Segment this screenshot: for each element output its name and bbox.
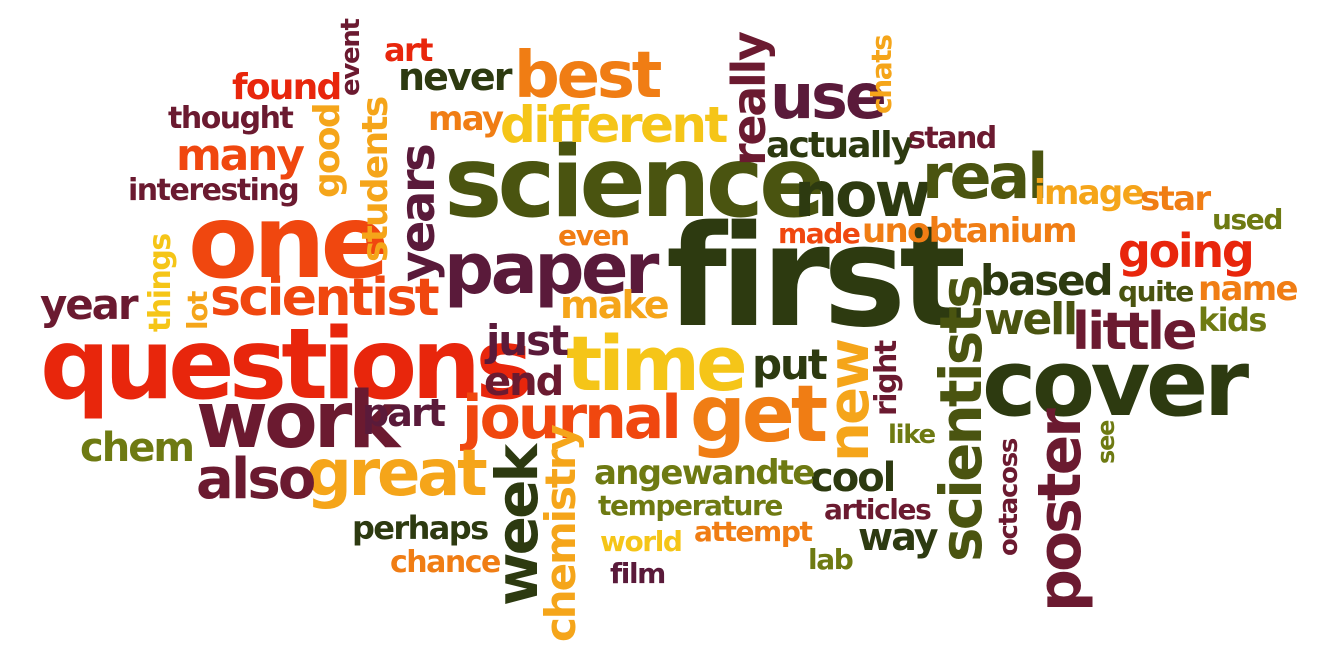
word-chemistry: chemistry [536,426,585,642]
word-image: image [1034,173,1145,213]
word-based: based [980,256,1114,305]
word-well: well [984,294,1078,345]
word-lot: lot [181,291,214,330]
word-best: best [514,39,662,113]
word-event: event [336,19,366,96]
word-make: make [560,283,670,327]
word-found: found [232,67,342,108]
word-also: also [196,447,316,512]
word-lab: lab [808,543,854,576]
word-going: going [1118,224,1255,278]
word-little: little [1072,302,1197,362]
word-like: like [888,420,936,450]
word-different: different [500,96,728,154]
word-get: get [690,370,828,460]
word-use: use [770,60,887,133]
word-star: star [1140,179,1211,219]
word-many: many [176,130,305,181]
word-art: art [384,31,433,69]
word-used: used [1212,203,1283,236]
word-put: put [752,340,828,389]
word-now: now [794,158,932,231]
word-name: name [1198,269,1299,309]
word-attempt: attempt [694,515,813,548]
word-questions: questions [40,308,534,422]
word-never: never [398,55,513,99]
word-cool: cool [810,455,896,501]
word-scientists: scientists [927,277,995,562]
word-science: science [444,126,825,240]
word-paper: paper [444,228,659,310]
word-things: things [143,234,178,332]
word-see: see [1092,420,1120,464]
word-just: just [486,316,569,365]
word-unobtanium: unobtanium [862,211,1077,251]
word-kids: kids [1198,301,1267,339]
word-angewandte: angewandte [594,453,815,493]
word-world: world [600,525,683,558]
word-chem: chem [80,425,195,471]
word-quite: quite [1118,275,1194,308]
word-chats: chats [865,35,898,114]
word-way: way [858,515,939,559]
word-perhaps: perhaps [352,509,489,547]
word-real: real [922,140,1048,213]
word-chance: chance [390,545,501,580]
word-part: part [362,391,446,435]
word-students: students [355,97,396,262]
word-made: made [778,217,861,250]
word-end: end [484,359,564,405]
word-year: year [40,280,139,329]
word-time: time [566,319,748,408]
word-years: years [390,145,446,282]
word-may: may [428,99,504,139]
word-poster: poster [1025,411,1095,612]
word-articles: articles [824,493,932,526]
word-cover: cover [982,330,1249,437]
word-one: one [188,183,390,302]
word-stand: stand [908,121,997,156]
word-actually: actually [766,125,914,166]
word-scientist: scientist [210,268,440,328]
word-right: right [869,341,904,416]
word-film: film [610,557,666,590]
word-good: good [307,104,348,198]
word-journal: journal [462,383,682,453]
word-thought: thought [168,101,294,136]
word-even: even [558,219,630,252]
word-interesting: interesting [128,173,300,208]
word-work: work [196,376,400,466]
word-first: first [666,196,966,359]
word-really: really [722,33,776,166]
word-octacoss: octacoss [994,438,1024,556]
word-temperature: temperature [598,489,783,522]
word-great: great [306,437,488,511]
